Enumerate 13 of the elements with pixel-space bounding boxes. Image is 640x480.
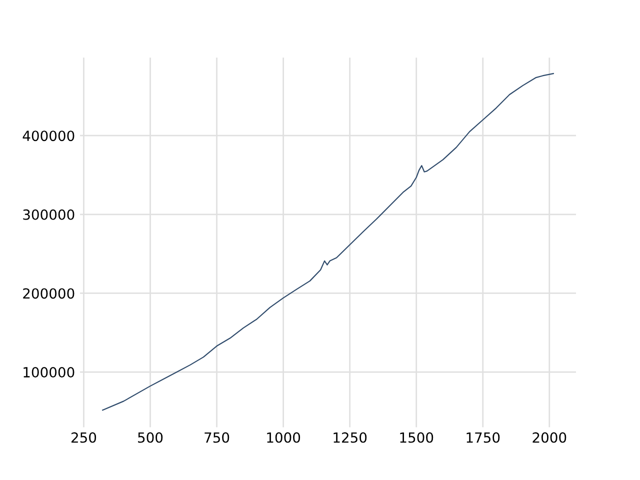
y-tick-label: 400000 xyxy=(22,130,74,142)
x-tick-label: 1250 xyxy=(334,432,367,443)
x-tick-label: 1750 xyxy=(466,432,500,443)
y-tick-label: 300000 xyxy=(23,209,74,220)
x-tick-label: 750 xyxy=(204,432,230,443)
x-tick-label: 2000 xyxy=(532,432,566,443)
x-tick-label: 250 xyxy=(71,432,96,443)
x-tick-label: 1000 xyxy=(267,432,300,443)
y-tick-label: 100000 xyxy=(24,367,74,378)
x-tick-label: 1500 xyxy=(400,432,434,443)
line-series xyxy=(102,72,554,411)
y-tick-label: 200000 xyxy=(23,288,74,299)
x-tick-label: 500 xyxy=(138,432,163,443)
